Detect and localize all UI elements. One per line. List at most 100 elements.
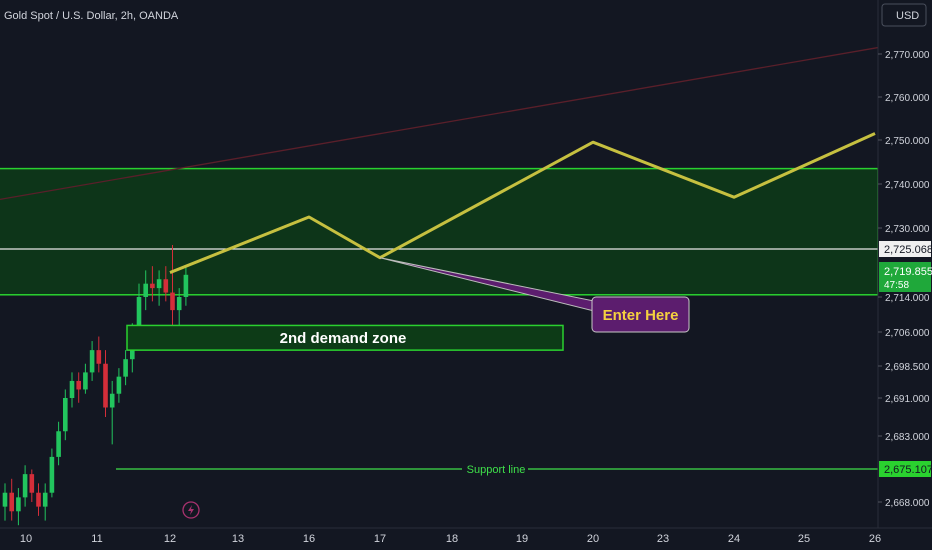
time-tick-label: 20 <box>587 533 599 545</box>
time-tick-label: 13 <box>232 533 244 545</box>
price-tick-label: 2,730.000 <box>885 224 930 235</box>
symbol-title: Gold Spot / U.S. Dollar, 2h, OANDA <box>4 10 179 22</box>
candle-body <box>2 492 8 507</box>
candle <box>29 469 35 502</box>
time-tick-label: 12 <box>164 533 176 545</box>
price-zone-box <box>0 167 879 296</box>
candle <box>16 488 21 526</box>
time-tick-label: 10 <box>20 533 32 545</box>
candle <box>42 483 48 521</box>
candle <box>56 421 61 466</box>
time-tick-label: 25 <box>798 533 810 545</box>
price-tick-label: 2,683.000 <box>885 432 930 443</box>
support-line-label: Support line <box>467 464 526 476</box>
price-tick-label: 2,698.500 <box>885 362 930 373</box>
candle-body <box>156 279 162 289</box>
candle-body <box>89 350 95 373</box>
candle <box>69 372 75 408</box>
candle-body <box>109 393 115 408</box>
current-price-badge <box>879 262 931 292</box>
price-tick-label: 2,691.000 <box>885 394 930 405</box>
price-tick-label: 2,750.000 <box>885 136 930 147</box>
candle <box>36 483 41 516</box>
candle <box>49 448 55 498</box>
time-axis-background <box>0 528 932 550</box>
current-price-label: 2,719.855 <box>884 266 932 278</box>
candle <box>9 478 14 521</box>
time-tick-label: 19 <box>516 533 528 545</box>
price-tick-label: 2,714.000 <box>885 293 930 304</box>
candle-body <box>96 350 102 364</box>
candle-body <box>16 497 21 512</box>
candle-body <box>76 380 81 390</box>
candle-body <box>36 492 41 507</box>
candle <box>89 341 95 381</box>
candle-body <box>63 398 68 432</box>
time-tick-label: 16 <box>303 533 315 545</box>
candle-body <box>150 283 155 289</box>
price-tick-label: 2,668.000 <box>885 498 930 509</box>
projection-path <box>169 132 876 274</box>
candle <box>103 350 108 417</box>
candle-body <box>163 279 169 293</box>
candle <box>150 266 155 302</box>
candle <box>123 350 128 386</box>
price-level-badge <box>879 241 931 257</box>
price-tick-label: 2,706.000 <box>885 328 930 339</box>
candle <box>83 363 88 394</box>
enter-here-text: Enter Here <box>603 307 679 324</box>
candle <box>63 389 68 441</box>
price-tick-label: 2,760.000 <box>885 93 930 104</box>
candle-body <box>103 363 108 408</box>
support-price-label: 2,675.107 <box>884 464 932 476</box>
time-tick-label: 26 <box>869 533 881 545</box>
time-tick-label: 11 <box>91 533 102 545</box>
candle-body <box>170 292 175 311</box>
support-label-background <box>462 462 528 476</box>
candle-body <box>176 297 182 311</box>
candle <box>170 245 175 332</box>
price-tick-label: 2,740.000 <box>885 180 930 191</box>
candle-body <box>42 492 48 507</box>
candles-group <box>2 245 189 526</box>
candle <box>176 288 182 332</box>
candle-body <box>123 359 128 377</box>
candle-body <box>183 274 189 297</box>
candle <box>22 465 28 507</box>
candle <box>109 380 115 445</box>
time-axis[interactable]: 10 11 12 13 16 17 18 19 20 23 24 25 26 <box>0 527 932 550</box>
bar-countdown-label: 47:58 <box>884 280 909 291</box>
candle-body <box>9 492 14 512</box>
candle <box>116 368 122 403</box>
lightning-icon[interactable] <box>182 501 200 519</box>
enter-here-callout[interactable] <box>591 296 690 333</box>
support-price-badge <box>879 461 931 477</box>
time-tick-label: 17 <box>374 533 386 545</box>
candle <box>96 336 102 373</box>
candle-body <box>49 456 55 493</box>
demand-zone-box <box>126 324 564 351</box>
candle-body <box>143 283 148 297</box>
candle-body <box>83 372 88 390</box>
currency-button[interactable] <box>881 3 927 27</box>
candle-body <box>29 474 35 493</box>
time-tick-label: 23 <box>657 533 669 545</box>
price-level-label: 2,725.068 <box>884 244 932 256</box>
candle <box>143 270 148 311</box>
candle-body <box>56 431 61 457</box>
price-tick-label: 2,770.000 <box>885 50 930 61</box>
candle-body <box>69 380 75 398</box>
currency-button-label: USD <box>896 10 919 22</box>
candle <box>183 266 189 306</box>
candle-body <box>22 474 28 498</box>
candle <box>2 483 8 521</box>
candle-body <box>116 376 122 394</box>
price-axis[interactable]: 2,668.000 2,675.107 2,683.000 2,691.000 2,69… <box>877 0 932 550</box>
candle <box>156 270 162 306</box>
candle <box>76 372 81 403</box>
demand-zone-label: 2nd demand zone <box>280 330 407 347</box>
candle-body <box>136 297 142 337</box>
trend-line <box>0 46 879 201</box>
